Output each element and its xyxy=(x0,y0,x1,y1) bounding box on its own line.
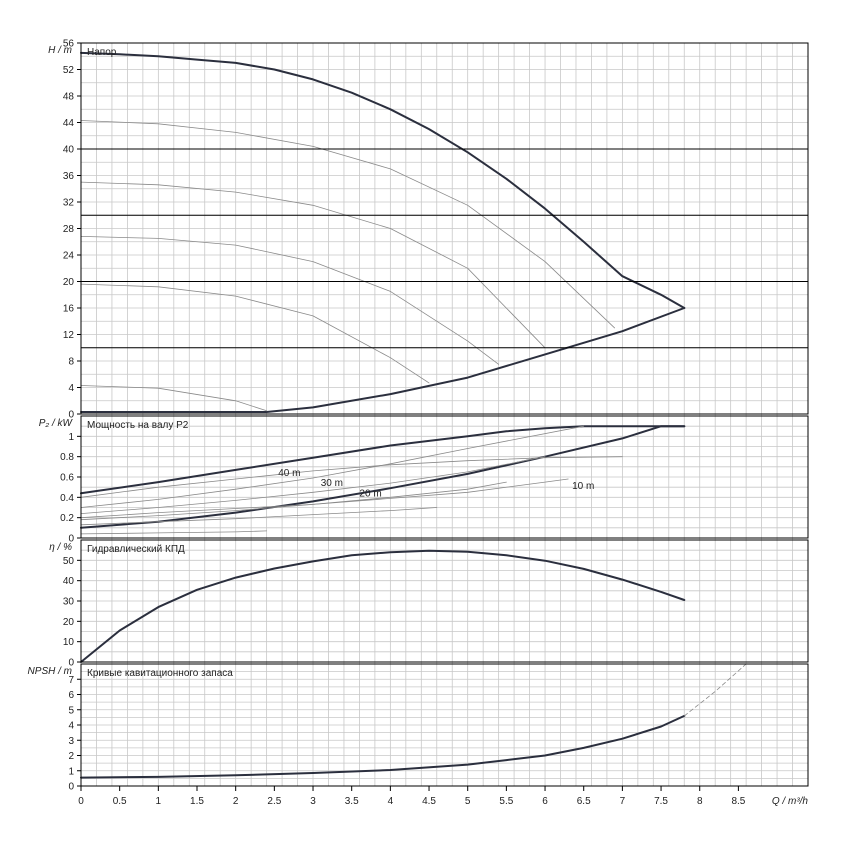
y-tick-label: 0 xyxy=(68,782,74,793)
y-tick-label: 8 xyxy=(68,357,74,368)
y-tick-label: 6 xyxy=(68,690,74,701)
y-tick-label: 3 xyxy=(68,736,74,747)
panel-title: Гидравлический КПД xyxy=(87,544,185,555)
x-tick-label: 4 xyxy=(388,796,394,807)
y-tick-label: 52 xyxy=(63,65,75,76)
head-series-speed-4 xyxy=(80,235,500,365)
y-tick-label: 12 xyxy=(63,330,75,341)
curve-label: 20 m xyxy=(359,488,381,499)
power-series-speed-3 xyxy=(80,456,546,514)
panel-power: 0 0.2 0.4 0.6 0.8 1 P₂ / kW Мощность на валу P2… xyxy=(39,415,809,545)
y-axis-label: H / m xyxy=(48,45,72,56)
x-tick-label: 5 xyxy=(465,796,471,807)
head-series-min-1 xyxy=(80,307,686,413)
y-tick-label: 24 xyxy=(63,251,75,262)
y-tick-label: 4 xyxy=(68,721,74,732)
y-tick-label: 30 xyxy=(63,597,75,608)
panel-title: Мощность на валу P2 xyxy=(87,420,189,431)
power-series-speed-2 xyxy=(80,425,585,508)
y-tick-label: 0.2 xyxy=(60,513,74,524)
power-series-speed-7 xyxy=(80,478,569,519)
x-axis-label: Q / m³/h xyxy=(772,796,809,807)
y-tick-label: 36 xyxy=(63,171,75,182)
y-tick-label: 10 xyxy=(63,637,75,648)
y-tick-label: 40 xyxy=(63,145,75,156)
y-tick-label: 2 xyxy=(68,751,74,762)
y-tick-label: 5 xyxy=(68,705,74,716)
x-tick-label: 3.5 xyxy=(345,796,359,807)
x-tick-label: 6.5 xyxy=(577,796,591,807)
head-series-max-0 xyxy=(80,51,686,309)
npsh-series-max-0 xyxy=(80,714,686,779)
curve-label: 40 m xyxy=(278,468,300,479)
y-tick-label: 0 xyxy=(68,658,74,669)
x-tick-label: 5.5 xyxy=(499,796,513,807)
x-tick-label: 0 xyxy=(78,796,84,807)
x-axis: 0 0.5 1 1.5 2 2.5 3 3.5 4 4.5 5 5.5 6 6.5 7 7.5 8 8.5 Q / … xyxy=(78,786,808,807)
y-tick-label: 0 xyxy=(68,534,74,545)
x-tick-label: 6 xyxy=(542,796,548,807)
panel-efficiency: 0 10 20 30 40 50 η / % Гидравлический КПД xyxy=(49,539,809,669)
npsh-series-extension-1 xyxy=(683,663,747,717)
y-tick-label: 44 xyxy=(63,118,75,129)
y-tick-label: 28 xyxy=(63,224,75,235)
y-tick-label: 7 xyxy=(68,675,74,686)
x-tick-label: 8 xyxy=(697,796,703,807)
efficiency-series-max-0 xyxy=(80,549,686,663)
y-tick-label: 56 xyxy=(63,39,75,50)
y-tick-label: 16 xyxy=(63,304,75,315)
power-series-max-0 xyxy=(80,425,686,495)
x-tick-label: 3 xyxy=(310,796,316,807)
y-tick-label: 1 xyxy=(68,432,74,443)
head-series-speed-5 xyxy=(80,283,430,384)
power-series-speed-8 xyxy=(80,456,623,498)
head-series-speed-6 xyxy=(80,385,268,412)
x-tick-label: 1.5 xyxy=(190,796,204,807)
power-series-speed-5 xyxy=(80,507,438,526)
head-series-speed-2 xyxy=(80,120,615,329)
y-tick-label: 0.4 xyxy=(60,493,74,504)
x-tick-label: 2.5 xyxy=(267,796,281,807)
panel-title: Напор xyxy=(87,47,117,58)
power-series-speed-6 xyxy=(80,530,268,535)
x-tick-label: 0.5 xyxy=(113,796,127,807)
curve-label: 30 m xyxy=(321,478,343,489)
x-tick-label: 2 xyxy=(233,796,239,807)
y-axis-label: η / % xyxy=(49,542,72,553)
head-series-speed-3 xyxy=(80,181,546,349)
y-tick-label: 0 xyxy=(68,410,74,421)
x-tick-label: 7.5 xyxy=(654,796,668,807)
x-tick-label: 8.5 xyxy=(731,796,745,807)
panel-title: Кривые кавитационного запаса xyxy=(87,668,233,679)
y-tick-label: 48 xyxy=(63,92,75,103)
x-tick-label: 7 xyxy=(620,796,626,807)
y-tick-label: 0.8 xyxy=(60,452,74,463)
x-tick-label: 4.5 xyxy=(422,796,436,807)
power-series-min-1 xyxy=(80,425,686,529)
y-tick-label: 1 xyxy=(68,766,74,777)
y-axis-label: P₂ / kW xyxy=(39,418,74,429)
y-tick-label: 0.6 xyxy=(60,473,74,484)
curve-label: 10 m xyxy=(572,481,594,492)
y-tick-label: 20 xyxy=(63,277,75,288)
y-tick-label: 32 xyxy=(63,198,75,209)
y-tick-label: 20 xyxy=(63,617,75,628)
x-tick-label: 1 xyxy=(156,796,162,807)
y-tick-label: 50 xyxy=(63,556,75,567)
y-tick-label: 4 xyxy=(68,383,74,394)
y-axis-label: NPSH / m xyxy=(28,666,72,677)
y-tick-label: 40 xyxy=(63,576,75,587)
